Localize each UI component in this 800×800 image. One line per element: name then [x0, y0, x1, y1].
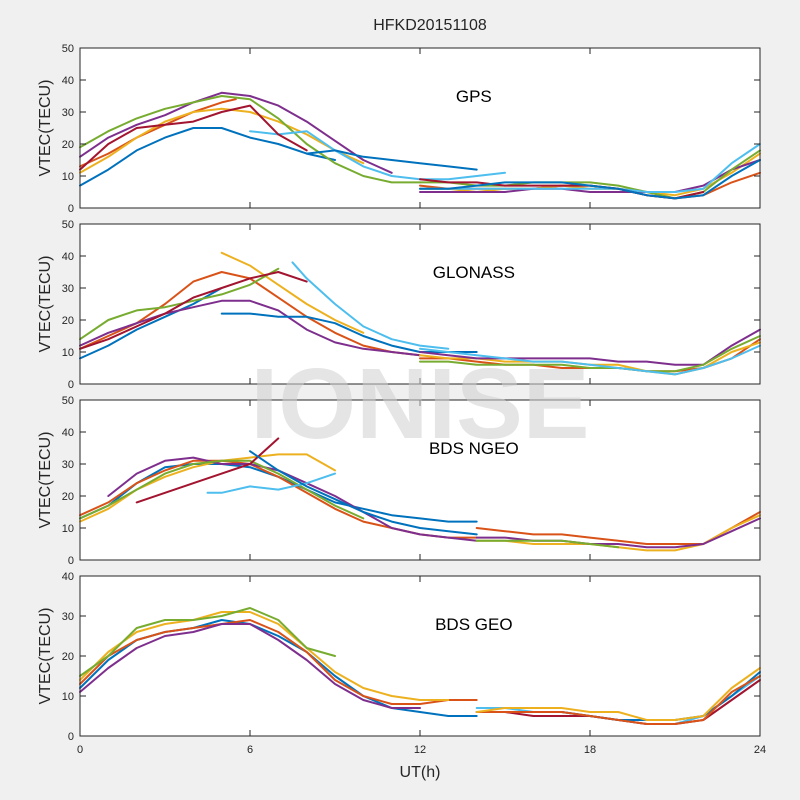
- series-line-bds-ngeo-8: [249, 450, 478, 536]
- panel-glonass: 0 10 20 30 40 50 VTEC(TECU) GLONASS: [37, 219, 761, 391]
- y-tick-label-gps: 30: [62, 107, 74, 119]
- panel-label-bds-geo: BDS GEO: [435, 615, 512, 634]
- y-tick-label-gps: 10: [62, 171, 74, 183]
- x-tick-label: 12: [414, 744, 426, 756]
- x-axis-label: UT(h): [400, 764, 441, 781]
- series-line-gps-7: [79, 104, 308, 171]
- series-line-bds-ngeo-7: [135, 437, 280, 504]
- series-line-gps-15: [419, 159, 761, 200]
- series-line-bds-geo-10: [475, 667, 761, 721]
- series-line-glonass-7: [79, 271, 308, 350]
- plot-area-gps: [80, 48, 760, 208]
- y-tick-label-glonass: 30: [62, 283, 74, 295]
- series-line-bds-ngeo-3: [79, 453, 336, 523]
- y-axis-label-bds-geo: VTEC(TECU): [37, 608, 54, 705]
- watermark: IONISE: [251, 348, 590, 460]
- y-tick-label-gps: 40: [62, 75, 74, 87]
- series-line-bds-ngeo-6: [206, 472, 336, 494]
- series-line-bds-geo-9: [475, 675, 761, 725]
- panel-bds-ngeo: 0 10 20 30 40 50 VTEC(TECU) BDS NGEO: [37, 395, 761, 567]
- series-line-bds-ngeo-5: [79, 459, 365, 520]
- x-tick-label: 0: [77, 744, 83, 756]
- x-tick-label: 18: [584, 744, 596, 756]
- y-tick-label-bds-ngeo: 10: [62, 523, 74, 535]
- series-line-gps-3: [79, 107, 365, 174]
- series-line-bds-ngeo-4: [107, 456, 478, 542]
- series-line-bds-geo-4: [79, 623, 421, 709]
- series-line-bds-ngeo-11: [475, 517, 761, 549]
- series-line-glonass-4: [79, 299, 421, 357]
- y-axis-label-bds-ngeo: VTEC(TECU): [37, 432, 54, 529]
- panel-label-glonass: GLONASS: [433, 263, 515, 282]
- y-tick-label-bds-ngeo: 20: [62, 491, 74, 503]
- series-line-glonass-1: [79, 287, 223, 360]
- series-line-glonass-6: [291, 261, 450, 350]
- series-line-glonass-3: [220, 251, 365, 334]
- y-tick-label-bds-geo: 30: [62, 611, 74, 623]
- series-line-glonass-5: [79, 267, 280, 341]
- y-tick-label-bds-ngeo: 40: [62, 427, 74, 439]
- series-line-bds-geo-5: [79, 607, 336, 677]
- y-tick-label-glonass: 40: [62, 251, 74, 263]
- series-line-glonass-13: [419, 344, 761, 376]
- panel-bds-geo: 0 10 20 30 40 0 6 12 18 24 VTEC(TECU) BDS GEO: [37, 571, 766, 756]
- y-tick-label-glonass: 20: [62, 315, 74, 327]
- series-line-bds-ngeo-12: [475, 539, 620, 549]
- figure-title: HFKD20151108: [373, 17, 487, 34]
- y-tick-label-bds-geo: 0: [68, 731, 74, 743]
- y-tick-label-bds-geo: 10: [62, 691, 74, 703]
- y-tick-label-bds-geo: 40: [62, 571, 74, 583]
- series-line-glonass-8: [220, 312, 478, 353]
- series-line-gps-5: [79, 95, 421, 184]
- series-line-gps-6: [249, 130, 506, 181]
- panel-label-gps: GPS: [456, 87, 492, 106]
- series-line-gps-11: [419, 159, 761, 193]
- y-tick-label-bds-ngeo: 30: [62, 459, 74, 471]
- y-tick-label-glonass: 0: [68, 379, 74, 391]
- y-axis-label-gps: VTEC(TECU): [37, 80, 54, 177]
- series-line-gps-13: [419, 143, 761, 193]
- y-tick-label-gps: 0: [68, 203, 74, 215]
- plot-area-bds-geo: [80, 576, 760, 736]
- y-axis-label-glonass: VTEC(TECU): [37, 256, 54, 353]
- y-tick-label-glonass: 10: [62, 347, 74, 359]
- y-tick-label-bds-ngeo: 50: [62, 395, 74, 407]
- series-line-gps-1: [79, 127, 336, 187]
- y-tick-label-gps: 50: [62, 43, 74, 55]
- series-line-gps-4: [79, 91, 393, 174]
- y-tick-label-glonass: 50: [62, 219, 74, 231]
- series-line-gps-8: [305, 149, 478, 171]
- y-tick-label-bds-geo: 20: [62, 651, 74, 663]
- x-tick-label: 6: [247, 744, 253, 756]
- y-tick-label-gps: 20: [62, 139, 74, 151]
- x-tick-label: 24: [754, 744, 766, 756]
- plot-area-bds-ngeo: [80, 400, 760, 560]
- series-line-bds-geo-2: [79, 619, 478, 705]
- panels: 0 10 20 30 40 50 VTEC(TECU) GPS 0 10 20 30 40 50 VTEC(…: [37, 43, 766, 756]
- panel-label-bds-ngeo: BDS NGEO: [429, 439, 519, 458]
- series-line-glonass-12: [419, 335, 761, 373]
- panel-gps: 0 10 20 30 40 50 VTEC(TECU) GPS: [37, 43, 761, 215]
- y-tick-label-bds-ngeo: 0: [68, 555, 74, 567]
- series-line-bds-geo-3: [79, 611, 450, 701]
